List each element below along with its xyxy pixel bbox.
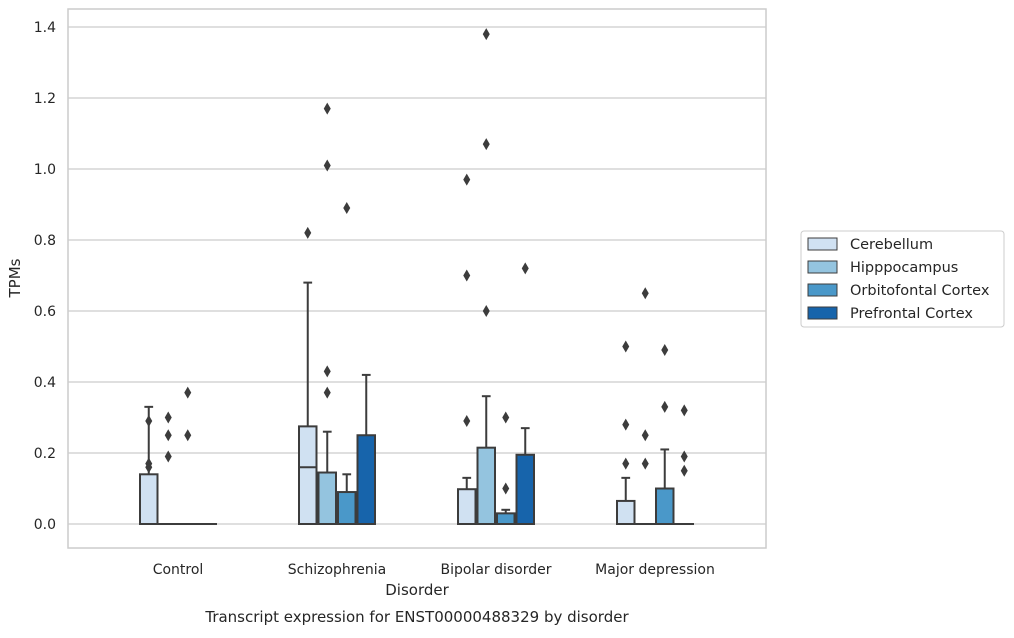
legend-swatch-orbitofrontal xyxy=(808,284,837,296)
box-iqr xyxy=(458,489,476,524)
legend-swatch-cerebellum xyxy=(808,238,837,250)
y-tick-label: 0.6 xyxy=(34,304,56,320)
legend-swatch-prefrontal xyxy=(808,307,837,319)
y-tick-label: 0.8 xyxy=(34,233,56,249)
legend-label-orbitofrontal: Orbitofontal Cortex xyxy=(850,283,990,299)
box-iqr xyxy=(338,492,356,524)
box-iqr xyxy=(299,426,317,524)
y-tick-label: 1.0 xyxy=(34,162,56,178)
legend-label-hippocampus: Hipppocampus xyxy=(850,260,958,276)
x-tick-label: Control xyxy=(153,562,204,578)
box-iqr xyxy=(140,474,158,524)
box-iqr xyxy=(517,455,535,524)
legend: Cerebellum Hipppocampus Orbitofontal Cor… xyxy=(801,231,1004,327)
box-iqr xyxy=(497,513,515,524)
box-iqr xyxy=(358,435,376,524)
x-tick-label: Major depression xyxy=(595,562,715,578)
box-iqr xyxy=(656,489,674,525)
box-iqr xyxy=(478,448,496,524)
x-tick-label: Bipolar disorder xyxy=(440,562,551,578)
y-tick-label: 0.4 xyxy=(34,375,56,391)
box-iqr xyxy=(617,501,635,524)
legend-label-prefrontal: Prefrontal Cortex xyxy=(850,306,973,322)
legend-swatch-hippocampus xyxy=(808,261,837,273)
box-iqr xyxy=(319,473,337,524)
y-tick-label: 0.0 xyxy=(34,517,56,533)
x-axis-label: Disorder xyxy=(385,581,449,599)
chart-caption: Transcript expression for ENST0000048832… xyxy=(204,608,629,626)
legend-label-cerebellum: Cerebellum xyxy=(850,237,933,253)
y-axis-label: TPMs xyxy=(6,258,24,298)
y-tick-label: 0.2 xyxy=(34,446,56,462)
x-tick-label: Schizophrenia xyxy=(288,562,386,578)
y-tick-label: 1.4 xyxy=(34,20,56,36)
y-tick-label: 1.2 xyxy=(34,91,56,107)
